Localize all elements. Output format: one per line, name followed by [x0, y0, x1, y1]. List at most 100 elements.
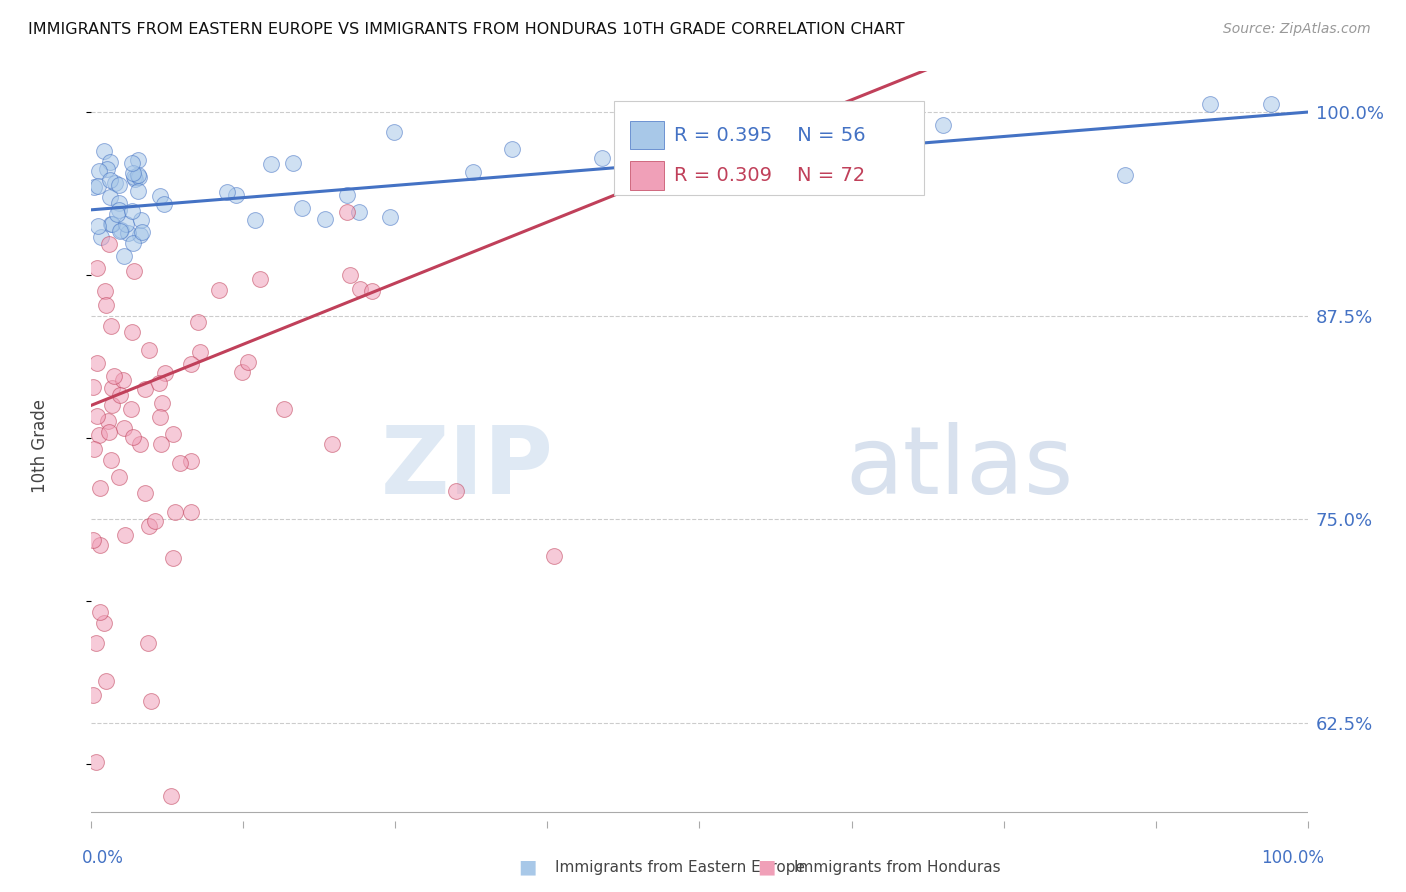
Point — [87, 219, 110, 234]
Point — [101, 399, 124, 413]
Point — [86, 409, 108, 423]
Point — [107, 178, 129, 192]
Point — [84, 636, 107, 650]
Point — [94, 673, 117, 688]
Text: atlas: atlas — [845, 423, 1074, 515]
Point — [93, 615, 115, 630]
FancyBboxPatch shape — [630, 161, 664, 190]
Point — [82, 688, 104, 702]
Point — [336, 187, 359, 202]
Text: R = 0.395    N = 56: R = 0.395 N = 56 — [673, 126, 866, 145]
Point — [273, 401, 295, 416]
Point — [120, 401, 142, 416]
Text: Immigrants from Eastern Europe: Immigrants from Eastern Europe — [555, 860, 806, 874]
Point — [117, 226, 139, 240]
Point — [98, 155, 121, 169]
Point — [260, 157, 283, 171]
Point — [87, 428, 110, 442]
Point — [225, 187, 247, 202]
Point — [162, 427, 184, 442]
Point — [138, 343, 160, 357]
Point — [149, 189, 172, 203]
Point — [89, 538, 111, 552]
Point — [591, 151, 613, 165]
Point — [87, 164, 110, 178]
Point — [134, 485, 156, 500]
Point — [349, 205, 371, 219]
Point — [98, 172, 121, 186]
Point — [180, 454, 202, 468]
Point — [281, 156, 304, 170]
Point — [249, 272, 271, 286]
Point — [187, 315, 209, 329]
Text: IMMIGRANTS FROM EASTERN EUROPE VS IMMIGRANTS FROM HONDURAS 10TH GRADE CORRELATIO: IMMIGRANTS FROM EASTERN EUROPE VS IMMIGR… — [28, 22, 904, 37]
Text: ■: ■ — [517, 857, 537, 877]
Text: ■: ■ — [756, 857, 776, 877]
Point — [86, 356, 108, 370]
Text: 100.0%: 100.0% — [1261, 849, 1324, 867]
Point — [96, 298, 118, 312]
FancyBboxPatch shape — [630, 121, 664, 150]
Point — [501, 142, 523, 156]
Point — [134, 383, 156, 397]
Point — [180, 357, 202, 371]
Point — [291, 201, 314, 215]
Point — [124, 172, 146, 186]
Point — [86, 261, 108, 276]
Point — [100, 453, 122, 467]
Point — [127, 168, 149, 182]
Point — [82, 379, 104, 393]
Text: 0.0%: 0.0% — [82, 849, 124, 867]
Point — [83, 180, 105, 194]
Point — [108, 203, 131, 218]
Text: Source: ZipAtlas.com: Source: ZipAtlas.com — [1223, 22, 1371, 37]
Point — [90, 230, 112, 244]
Point — [100, 381, 122, 395]
Point — [444, 484, 467, 499]
Point — [122, 430, 145, 444]
Point — [122, 264, 145, 278]
Point — [138, 518, 160, 533]
Point — [115, 217, 138, 231]
Point — [931, 118, 953, 132]
Point — [129, 228, 152, 243]
Point — [84, 755, 107, 769]
Point — [153, 197, 176, 211]
Point — [349, 282, 371, 296]
Point — [82, 533, 104, 547]
Point — [463, 165, 485, 179]
Point — [321, 436, 343, 450]
Text: Immigrants from Honduras: Immigrants from Honduras — [794, 860, 1001, 874]
FancyBboxPatch shape — [614, 102, 925, 195]
Point — [160, 789, 183, 804]
Y-axis label: 10th Grade: 10th Grade — [31, 399, 49, 493]
Point — [1199, 97, 1222, 112]
Point — [83, 442, 105, 456]
Point — [97, 414, 120, 428]
Point — [104, 176, 127, 190]
Point — [87, 179, 110, 194]
Point — [89, 605, 111, 619]
Point — [155, 366, 177, 380]
Point — [100, 218, 122, 232]
Point — [110, 222, 132, 236]
Point — [162, 550, 184, 565]
Point — [128, 169, 150, 184]
Point — [150, 396, 173, 410]
Point — [141, 694, 163, 708]
Point — [122, 235, 145, 250]
Point — [121, 325, 143, 339]
Point — [93, 144, 115, 158]
Point — [165, 505, 187, 519]
Point — [339, 268, 361, 282]
Point — [1260, 97, 1282, 112]
Point — [112, 420, 135, 434]
Point — [127, 185, 149, 199]
Point — [127, 153, 149, 168]
Point — [180, 505, 202, 519]
Point — [108, 196, 131, 211]
Point — [108, 388, 131, 402]
Point — [101, 217, 124, 231]
Point — [121, 204, 143, 219]
Point — [96, 161, 118, 176]
